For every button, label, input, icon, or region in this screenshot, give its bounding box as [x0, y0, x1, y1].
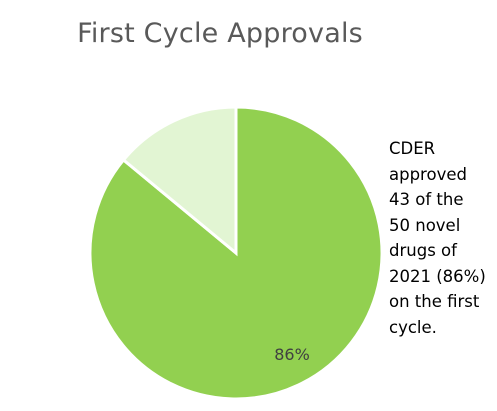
annotation-line-6: on the first: [389, 292, 480, 311]
slice-label-0: 86%: [274, 345, 310, 364]
annotation-line-7: cycle.: [389, 317, 437, 337]
pie-slice-1: [121, 105, 238, 257]
annotation-text: CDER approved 43 of the 50 novel drugs of 202…: [389, 136, 497, 340]
annotation-line-1: approved: [389, 164, 467, 184]
chart-title: First Cycle Approvals: [77, 18, 363, 49]
annotation-line-0: CDER: [389, 139, 436, 158]
annotation-line-3: 50 novel: [389, 215, 461, 235]
annotation-line-2: 43 of the: [389, 190, 464, 209]
annotation-line-5: 2021 (86%): [389, 266, 486, 286]
annotation-line-4: drugs of: [389, 241, 457, 260]
